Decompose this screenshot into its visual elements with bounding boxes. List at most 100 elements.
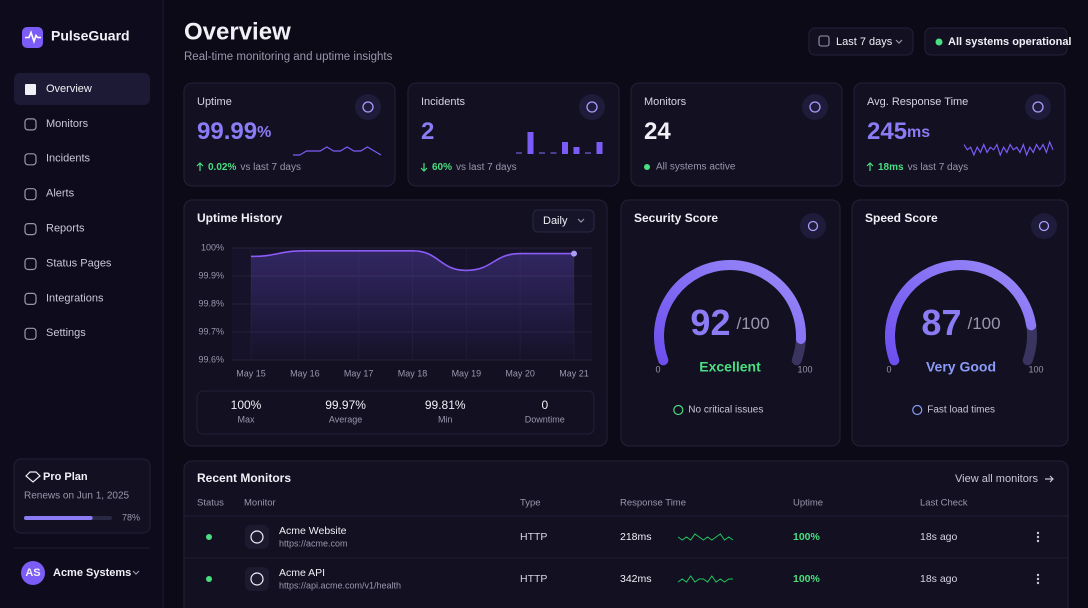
y-tick-label: 99.6% [198, 354, 224, 364]
nav-item[interactable]: Incidents [46, 153, 91, 165]
stat-icon-bg [355, 94, 381, 120]
monitor-name: Acme API [279, 567, 325, 579]
y-tick-label: 99.8% [198, 298, 224, 308]
monitor-name: Acme Website [279, 525, 347, 537]
range-button[interactable] [808, 27, 914, 56]
change-value: 60% [432, 162, 452, 173]
nav-item[interactable]: Reports [46, 223, 85, 235]
stat-unit: % [257, 124, 271, 141]
nav-item[interactable]: Integrations [46, 292, 104, 304]
row-menu[interactable] [1036, 573, 1040, 577]
stat-icon-bg [802, 94, 828, 120]
y-tick-label: 99.9% [198, 270, 224, 280]
gauge-score: 92/100 [690, 302, 769, 343]
summary-value: 99.81% [425, 398, 466, 412]
brand-logo-icon [25, 30, 41, 45]
column-header: Status [197, 498, 224, 509]
monitor-type: HTTP [520, 531, 547, 543]
spark-bar [550, 152, 557, 154]
avatar-initials: AS [25, 567, 40, 579]
monitor-icon [250, 572, 264, 586]
nav-icon [24, 188, 37, 201]
x-tick-label: May 21 [559, 368, 589, 378]
change-arrow [866, 162, 874, 171]
note-icon [912, 404, 923, 416]
nav-item[interactable]: Overview [46, 83, 92, 95]
spark-bar [562, 142, 568, 154]
row-menu[interactable] [1036, 531, 1040, 535]
change-arrow [196, 162, 204, 171]
stat-label: Avg. Response Time [867, 96, 968, 108]
gauge-note: No critical issues [688, 405, 763, 416]
row-menu[interactable] [1036, 581, 1040, 585]
nav-icon [24, 118, 37, 131]
note-dot [644, 164, 650, 170]
row-menu[interactable] [1036, 535, 1040, 539]
score-scale: /100 [736, 314, 769, 333]
gauge-note: Fast load times [927, 405, 995, 416]
gauge-rating: Very Good [926, 359, 996, 375]
nav-item[interactable]: Status Pages [46, 257, 112, 269]
stat-value: 24 [644, 118, 671, 145]
card-title: Uptime History [197, 211, 283, 225]
progress-bar [24, 516, 93, 520]
period-chevron [577, 218, 585, 223]
gauge-min: 0 [655, 364, 660, 374]
score-value: 92 [690, 302, 730, 343]
response-time: 218ms [620, 531, 652, 543]
gauge-icon-bg [1031, 213, 1057, 239]
range-label: Last 7 days [836, 36, 893, 48]
row-menu[interactable] [1036, 539, 1040, 543]
gauge-max: 100 [797, 364, 812, 374]
card-title: Security Score [634, 211, 718, 225]
stat-card [183, 82, 396, 187]
column-header: Monitor [244, 498, 276, 509]
nav-icon [25, 84, 36, 95]
stat-label: Monitors [644, 96, 687, 108]
x-tick-label: May 16 [290, 368, 320, 378]
stat-card [853, 82, 1066, 187]
stat-value: 2 [421, 118, 434, 145]
row-menu[interactable] [1036, 577, 1040, 581]
monitor-icon-bg [245, 567, 269, 591]
column-header: Uptime [793, 498, 823, 509]
status-dot [206, 576, 212, 582]
period-dropdown[interactable] [532, 209, 595, 233]
summary-label: Average [329, 414, 362, 424]
stat-card [630, 82, 843, 187]
note-icon [673, 404, 684, 416]
nav-item[interactable]: Alerts [46, 188, 75, 200]
x-tick-label: May 15 [236, 368, 266, 378]
plan-icon [25, 471, 41, 483]
x-tick-label: May 18 [398, 368, 428, 378]
sparkline [293, 146, 382, 156]
response-time: 342ms [620, 573, 652, 585]
calendar-icon [818, 35, 830, 47]
spark-bar [596, 142, 603, 154]
area [251, 250, 574, 360]
link-arrow [1045, 475, 1054, 483]
gauge-card [851, 199, 1069, 447]
score-scale: /100 [967, 314, 1000, 333]
monitor-icon [250, 530, 264, 544]
user-chevron[interactable] [132, 570, 140, 575]
nav-icon [24, 292, 37, 305]
range-chevron [895, 39, 903, 44]
nav-item[interactable]: Settings [46, 327, 86, 339]
view-all-link[interactable]: View all monitors [955, 473, 1038, 485]
plan-renews: Renews on Jun 1, 2025 [24, 491, 130, 502]
status-dot [206, 534, 212, 540]
change-value: 0.02% [208, 162, 236, 173]
stat-number: 245 [867, 118, 907, 145]
change-arrow [420, 163, 428, 172]
stat-change: 0.02% vs last 7 days [208, 162, 301, 173]
period-label: Daily [543, 215, 568, 227]
card-title: Speed Score [865, 211, 938, 225]
nav-item[interactable]: Monitors [46, 118, 89, 130]
stat-icon [1032, 101, 1044, 113]
status-pill [924, 27, 1068, 56]
stat-icon [362, 101, 374, 113]
page-subtitle: Real-time monitoring and uptime insights [184, 51, 393, 63]
spark-bar [516, 152, 522, 154]
response-sparkline [677, 575, 733, 583]
